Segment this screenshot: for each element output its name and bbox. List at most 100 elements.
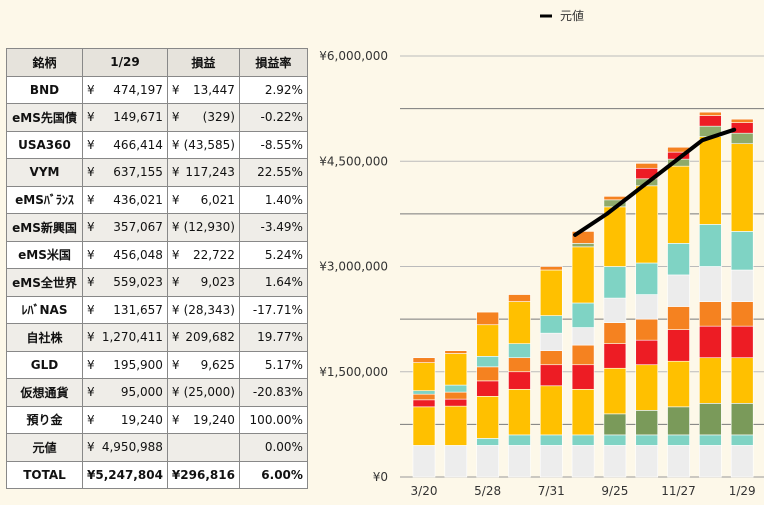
bar-segment: [635, 294, 659, 320]
table-row: VYM ¥637,155 ¥117,243 22.55%: [6, 158, 308, 187]
pl-cell: ¥209,682: [166, 323, 240, 352]
rate-cell: 2.92%: [238, 75, 308, 104]
ticker-cell: eMS新興国: [6, 213, 83, 242]
y-tick-label: ¥1,500,000: [319, 365, 388, 379]
bar-segment: [603, 367, 627, 415]
bar-segment: [508, 445, 531, 478]
rate-cell: 19.77%: [238, 323, 308, 352]
value-cell-text: 456,048: [113, 247, 163, 262]
bar-segment: [699, 445, 722, 478]
bar-segment: [635, 445, 659, 478]
currency-symbol: ¥: [87, 330, 95, 345]
pl-cell-text: 9,625: [200, 357, 235, 372]
bar-segment: [667, 274, 690, 307]
currency-symbol: ¥: [171, 275, 180, 290]
pl-cell-text: (12,930): [183, 220, 235, 235]
header-rate: 損益率: [238, 48, 308, 77]
ticker-cell: 自社株: [6, 323, 83, 352]
bar-segment: [699, 325, 722, 359]
bar-segment: [730, 132, 754, 145]
bar-segment: [412, 406, 436, 446]
bar-segment: [539, 332, 563, 351]
bar-segment: [730, 403, 754, 436]
ticker-cell: BND: [6, 75, 83, 104]
currency-symbol: ¥: [87, 357, 95, 372]
bar-segment: [667, 445, 690, 478]
value-cell: ¥456,048: [82, 240, 168, 269]
bar-segment: [539, 445, 563, 478]
pl-cell-text: 117,243: [185, 165, 235, 180]
currency-symbol: ¥: [87, 247, 95, 262]
bar-segment: [508, 343, 531, 359]
bar-segment: [476, 380, 499, 397]
rate-cell: -8.55%: [238, 130, 308, 159]
currency-symbol: ¥: [87, 275, 95, 290]
bar-segment: [444, 405, 468, 446]
y-tick-label: ¥6,000,000: [319, 49, 388, 63]
currency-symbol: ¥: [171, 165, 180, 180]
ticker-cell: 元値: [6, 433, 83, 462]
bar-segment: [699, 224, 722, 267]
portfolio-table: 銘柄 1/29 損益 損益率 BND ¥474,197 ¥13,447 2.92% eM…: [6, 48, 308, 489]
bar-segment: [508, 371, 531, 390]
bar-segment: [635, 364, 659, 411]
bar-segment: [603, 343, 627, 369]
currency-symbol: ¥: [171, 82, 180, 97]
pl-cell-text: 9,023: [200, 275, 235, 290]
bar-segment: [603, 445, 627, 478]
x-tick-label: 3/20: [411, 484, 438, 498]
bar-segment: [412, 362, 436, 391]
bar-segment: [571, 246, 595, 304]
table-row: eMS全世界 ¥559,023 ¥9,023 1.64%: [6, 268, 308, 297]
value-cell-text: 95,000: [120, 385, 163, 400]
bar-segment: [476, 324, 499, 357]
value-cell-text: 149,671: [113, 110, 163, 125]
ticker-cell: eMSﾊﾞﾗﾝｽ: [6, 185, 83, 214]
bar-segment: [667, 360, 690, 408]
bar-segment: [412, 399, 436, 408]
bar-segment: [730, 445, 754, 478]
bar-segment: [571, 434, 595, 446]
value-cell-text: 357,067: [113, 220, 163, 235]
header-ticker: 銘柄: [6, 48, 83, 77]
table-row: 仮想通貨 ¥95,000 ¥ (25,000) -20.83%: [6, 378, 308, 407]
ticker-cell: VYM: [6, 158, 83, 187]
bar-segment: [635, 339, 659, 366]
total-pl-cell: ¥296,816: [166, 460, 240, 489]
currency-symbol: ¥: [171, 137, 180, 152]
bar-segment: [539, 266, 563, 271]
pl-cell-text: 19,240: [192, 412, 235, 427]
pl-cell: ¥ (12,930): [166, 213, 240, 242]
bar-segment: [571, 344, 595, 366]
currency-symbol: ¥: [87, 110, 95, 125]
table-row: BND ¥474,197 ¥13,447 2.92%: [6, 75, 308, 104]
ticker-cell: USA360: [6, 130, 83, 159]
bar-segment: [508, 357, 531, 373]
bar-segment: [571, 243, 595, 248]
total-value-cell: ¥5,247,804: [82, 460, 168, 489]
rate-cell: 1.64%: [238, 268, 308, 297]
bar-segment: [571, 327, 595, 346]
bar-segment: [508, 301, 531, 344]
bar-segment: [412, 357, 436, 363]
bar-segment: [539, 434, 563, 446]
bar-segment: [412, 445, 436, 478]
bar-segment: [667, 329, 690, 362]
value-cell-text: 195,900: [113, 357, 163, 372]
currency-symbol: ¥: [87, 192, 95, 207]
bar-segment: [730, 325, 754, 359]
y-tick-label: ¥4,500,000: [319, 154, 388, 168]
bar-segment: [539, 269, 563, 316]
bar-segment: [476, 366, 499, 382]
bar-segment: [667, 434, 690, 446]
header-value: 1/29: [82, 48, 168, 77]
pl-cell-text: 209,682: [185, 330, 235, 345]
currency-symbol: ¥: [87, 412, 95, 427]
bar-segment: [571, 302, 595, 328]
ticker-cell: eMS先国債: [6, 103, 83, 132]
bar-segment: [635, 185, 659, 264]
table-row: 自社株 ¥1,270,411 ¥209,682 19.77%: [6, 323, 308, 352]
currency-symbol: ¥: [87, 220, 95, 235]
ticker-cell: eMS全世界: [6, 268, 83, 297]
pl-cell-text: (28,343): [183, 302, 235, 317]
